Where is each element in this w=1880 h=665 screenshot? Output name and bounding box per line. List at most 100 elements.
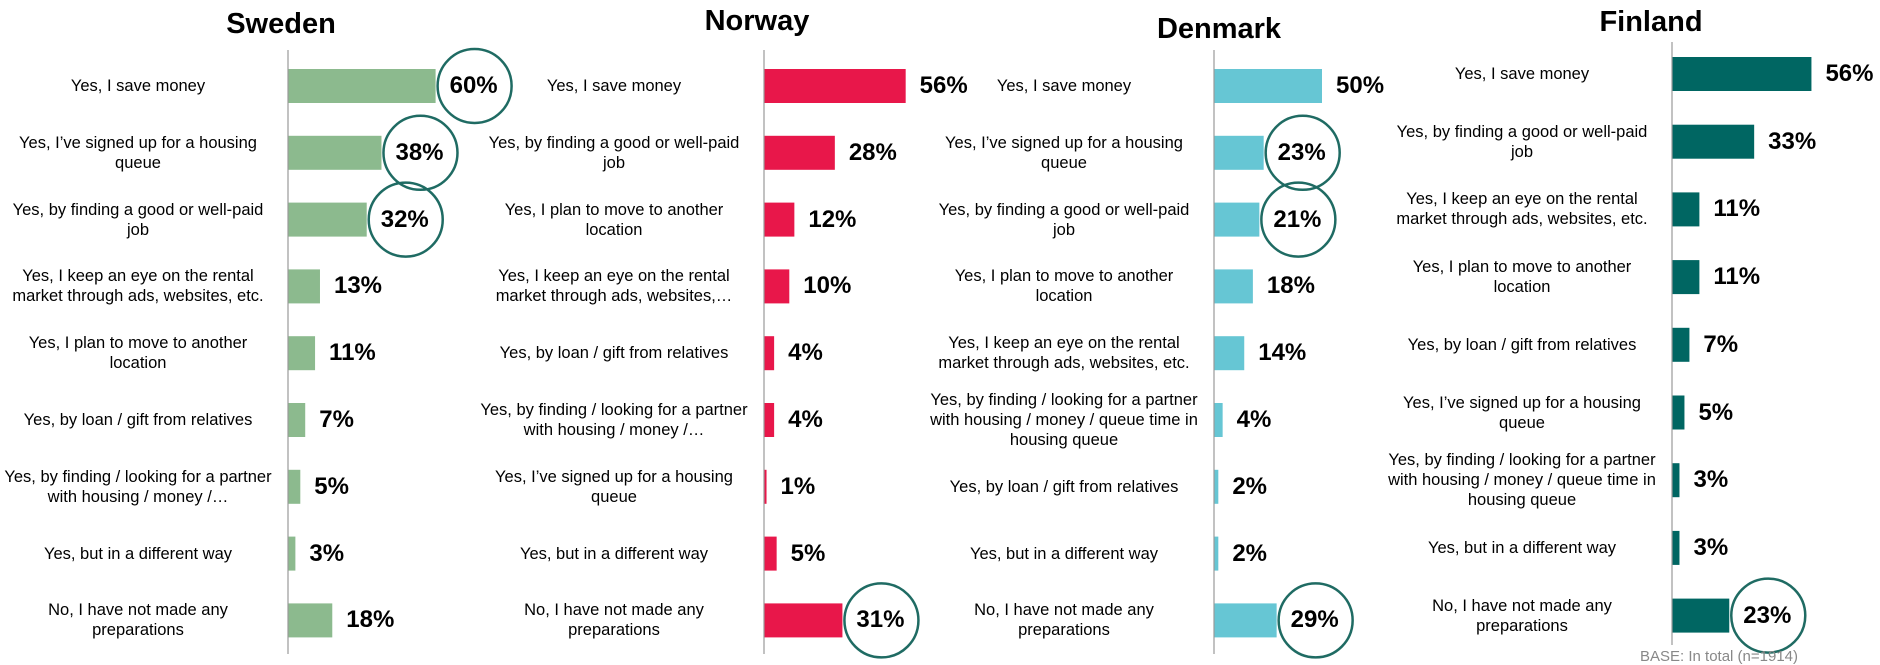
value-label: 4% [1236, 406, 1272, 433]
category-label: No, I have not made any preparations [48, 601, 228, 640]
category-label: Yes, by finding / looking for a partner … [480, 401, 748, 439]
category-label: Yes, by finding / looking for a partner … [4, 467, 272, 506]
category-label: Yes, I’ve signed up for a housing queue [19, 133, 257, 172]
category-label: No, I have not made any preparations [1432, 596, 1612, 635]
value-label: 18% [346, 606, 395, 634]
bar [288, 469, 301, 504]
bar [1214, 603, 1277, 638]
category-label: Yes, I plan to move to another location [504, 200, 724, 239]
bar [1672, 260, 1700, 295]
bar [1214, 336, 1245, 371]
value-label: 7% [319, 406, 354, 433]
value-label: 14% [1258, 339, 1307, 367]
category-label: Yes, by loan / gift from relatives [499, 344, 729, 363]
category-label: Yes, I keep an eye on the rental market … [1396, 190, 1648, 229]
value-label: 18% [1266, 272, 1315, 300]
bar [288, 69, 436, 103]
highlight-circle [1264, 114, 1341, 192]
category-label: Yes, by finding a good or well-paid job [488, 133, 740, 172]
category-label: Yes, but in a different way [1427, 538, 1617, 557]
bar [1214, 69, 1322, 103]
value-label: 60% [449, 72, 498, 99]
highlight-circle [1260, 181, 1337, 258]
value-label: 10% [803, 272, 852, 300]
chart-title: Norway [704, 5, 810, 37]
value-label: 5% [314, 472, 349, 500]
bar [288, 269, 320, 304]
bar [1214, 469, 1219, 504]
bar [1672, 124, 1755, 159]
value-label: 38% [395, 138, 444, 166]
bar [288, 603, 333, 638]
category-label: Yes, I keep an eye on the rental market … [938, 334, 1190, 373]
value-label: 2% [1232, 472, 1267, 500]
value-label: 2% [1232, 539, 1267, 567]
value-label: 3% [309, 539, 345, 567]
category-label: Yes, by loan / gift from relatives [949, 477, 1179, 496]
category-label: Yes, I plan to move to another location [28, 334, 248, 373]
category-label: Yes, by finding a good or well-paid job [1396, 122, 1648, 161]
value-label: 11% [1713, 195, 1761, 223]
category-label: Yes, but in a different way [43, 544, 233, 563]
value-label: 11% [329, 339, 376, 367]
category-label: Yes, by finding / looking for a partner … [930, 391, 1198, 449]
highlight-circle [436, 47, 513, 125]
category-label: Yes, I save money [996, 77, 1132, 95]
bar [1214, 269, 1253, 304]
bar [764, 536, 777, 571]
category-label: Yes, but in a different way [969, 544, 1159, 563]
value-label: 56% [919, 72, 968, 99]
category-label: No, I have not made any preparations [974, 601, 1154, 640]
bar [764, 202, 795, 237]
value-label: 32% [380, 205, 429, 233]
value-label: 1% [780, 472, 816, 500]
value-label: 29% [1290, 606, 1339, 634]
bar [1672, 395, 1685, 430]
category-label: Yes, by finding a good or well-paid job [12, 200, 264, 239]
bar [1214, 202, 1260, 237]
value-label: 33% [1768, 127, 1817, 155]
bar [1672, 57, 1812, 91]
highlight-circle [1730, 577, 1807, 654]
value-label: 3% [1693, 466, 1729, 494]
bar [1672, 327, 1690, 362]
category-label: Yes, I keep an eye on the rental market … [495, 267, 733, 306]
category-label: Yes, I’ve signed up for a housing queue [495, 467, 733, 506]
category-label: Yes, I save money [1454, 65, 1590, 83]
category-label: Yes, I save money [70, 77, 206, 95]
value-label: 21% [1273, 205, 1322, 233]
value-label: 11% [1713, 263, 1761, 291]
bar [1672, 598, 1730, 633]
category-label: Yes, by loan / gift from relatives [1407, 335, 1637, 354]
bar [764, 269, 790, 304]
category-label: Yes, by finding a good or well-paid job [938, 200, 1190, 239]
value-label: 4% [788, 406, 823, 433]
category-label: Yes, I plan to move to another location [954, 267, 1174, 306]
value-label: 31% [856, 606, 905, 634]
highlight-circle [1277, 582, 1354, 659]
category-label: Yes, I’ve signed up for a housing queue [1403, 393, 1641, 432]
value-label: 28% [848, 138, 897, 166]
value-label: 12% [808, 205, 857, 233]
bar [1672, 192, 1700, 227]
category-label: Yes, I save money [546, 77, 682, 95]
bar [288, 202, 367, 237]
value-label: 5% [790, 539, 826, 567]
category-label: Yes, but in a different way [519, 544, 709, 563]
bar [764, 135, 835, 170]
value-label: 23% [1277, 138, 1326, 166]
bar [1672, 530, 1680, 565]
bar [764, 469, 767, 504]
value-label: 4% [788, 339, 823, 367]
category-label: No, I have not made any preparations [524, 601, 704, 640]
category-label: Yes, by loan / gift from relatives [23, 411, 253, 429]
bar [288, 403, 306, 437]
footnote: BASE: In total (n=1914) [1640, 648, 1799, 665]
bar [1672, 463, 1680, 498]
bar [1214, 403, 1223, 437]
value-label: 56% [1825, 60, 1874, 87]
highlight-circle [382, 114, 459, 192]
value-label: 7% [1703, 330, 1739, 358]
bar [764, 69, 906, 103]
bar [288, 536, 296, 571]
